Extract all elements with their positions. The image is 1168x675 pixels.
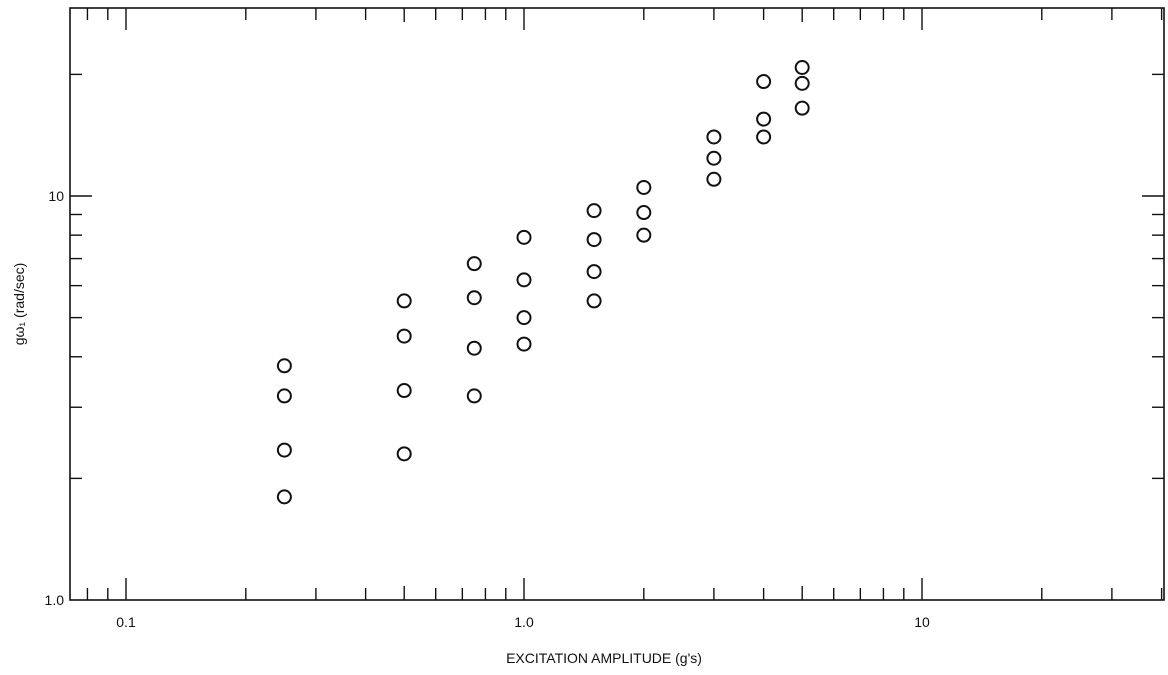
data-point <box>794 60 810 76</box>
data-point <box>276 489 292 505</box>
x-axis-title: EXCITATION AMPLITUDE (g's) <box>506 650 702 666</box>
data-point <box>586 264 602 280</box>
data-point <box>586 203 602 219</box>
x-tick-label: 10 <box>914 614 930 630</box>
data-point <box>466 290 482 306</box>
data-point <box>516 336 532 352</box>
plot-frame <box>69 7 1165 601</box>
tick-labels: 0.1 1.0 10 1.0 10 <box>45 188 930 630</box>
data-point <box>466 388 482 404</box>
data-point <box>396 328 412 344</box>
data-point <box>276 358 292 374</box>
data-point <box>636 227 652 243</box>
data-point <box>466 256 482 272</box>
data-point <box>586 293 602 309</box>
y-axis-title: gω₁ (rad/sec) <box>11 263 27 346</box>
x-tick-label: 0.1 <box>116 614 136 630</box>
y-tick-label: 10 <box>48 188 64 204</box>
data-point <box>516 229 532 245</box>
data-point <box>794 100 810 116</box>
data-point <box>516 310 532 326</box>
data-point <box>756 111 772 127</box>
data-point <box>276 442 292 458</box>
data-point <box>586 232 602 248</box>
data-point <box>276 388 292 404</box>
data-point <box>706 129 722 145</box>
data-point <box>636 205 652 221</box>
data-point <box>396 446 412 462</box>
data-point <box>516 272 532 288</box>
y-tick-label: 1.0 <box>45 592 65 608</box>
x-tick-label: 1.0 <box>514 614 534 630</box>
data-point <box>794 75 810 91</box>
data-point <box>706 150 722 166</box>
data-point <box>396 383 412 399</box>
data-point <box>396 293 412 309</box>
data-point <box>756 74 772 90</box>
axis-ticks <box>70 8 1164 600</box>
data-point <box>756 129 772 145</box>
data-point <box>466 340 482 356</box>
data-points <box>276 60 810 505</box>
data-point <box>636 179 652 195</box>
data-point <box>706 171 722 187</box>
